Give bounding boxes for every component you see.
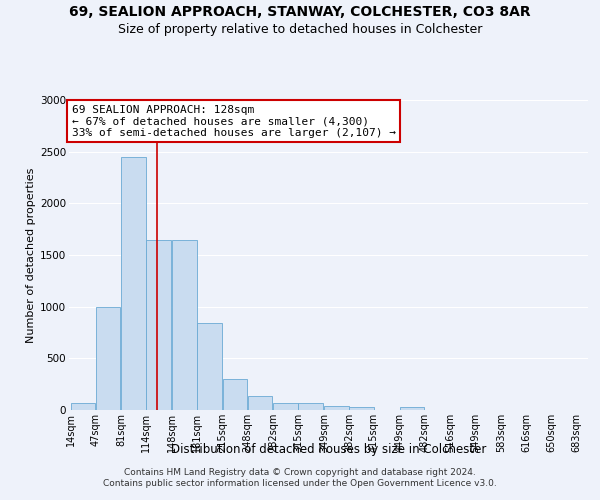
Bar xyxy=(324,406,349,410)
Text: Contains HM Land Registry data © Crown copyright and database right 2024.
Contai: Contains HM Land Registry data © Crown c… xyxy=(103,468,497,487)
Bar xyxy=(349,408,374,410)
Bar xyxy=(172,240,197,410)
Bar xyxy=(400,407,424,410)
Bar xyxy=(223,379,247,410)
Bar xyxy=(248,396,272,410)
Bar xyxy=(71,404,95,410)
Bar xyxy=(95,306,120,410)
Text: Size of property relative to detached houses in Colchester: Size of property relative to detached ho… xyxy=(118,22,482,36)
Text: 69, SEALION APPROACH, STANWAY, COLCHESTER, CO3 8AR: 69, SEALION APPROACH, STANWAY, COLCHESTE… xyxy=(69,5,531,19)
Bar xyxy=(121,157,146,410)
Bar xyxy=(298,404,323,410)
Y-axis label: Number of detached properties: Number of detached properties xyxy=(26,168,36,342)
Bar xyxy=(146,240,171,410)
Text: 69 SEALION APPROACH: 128sqm
← 67% of detached houses are smaller (4,300)
33% of : 69 SEALION APPROACH: 128sqm ← 67% of det… xyxy=(71,104,395,138)
Bar xyxy=(274,404,298,410)
Text: Distribution of detached houses by size in Colchester: Distribution of detached houses by size … xyxy=(171,442,487,456)
Bar xyxy=(197,323,221,410)
